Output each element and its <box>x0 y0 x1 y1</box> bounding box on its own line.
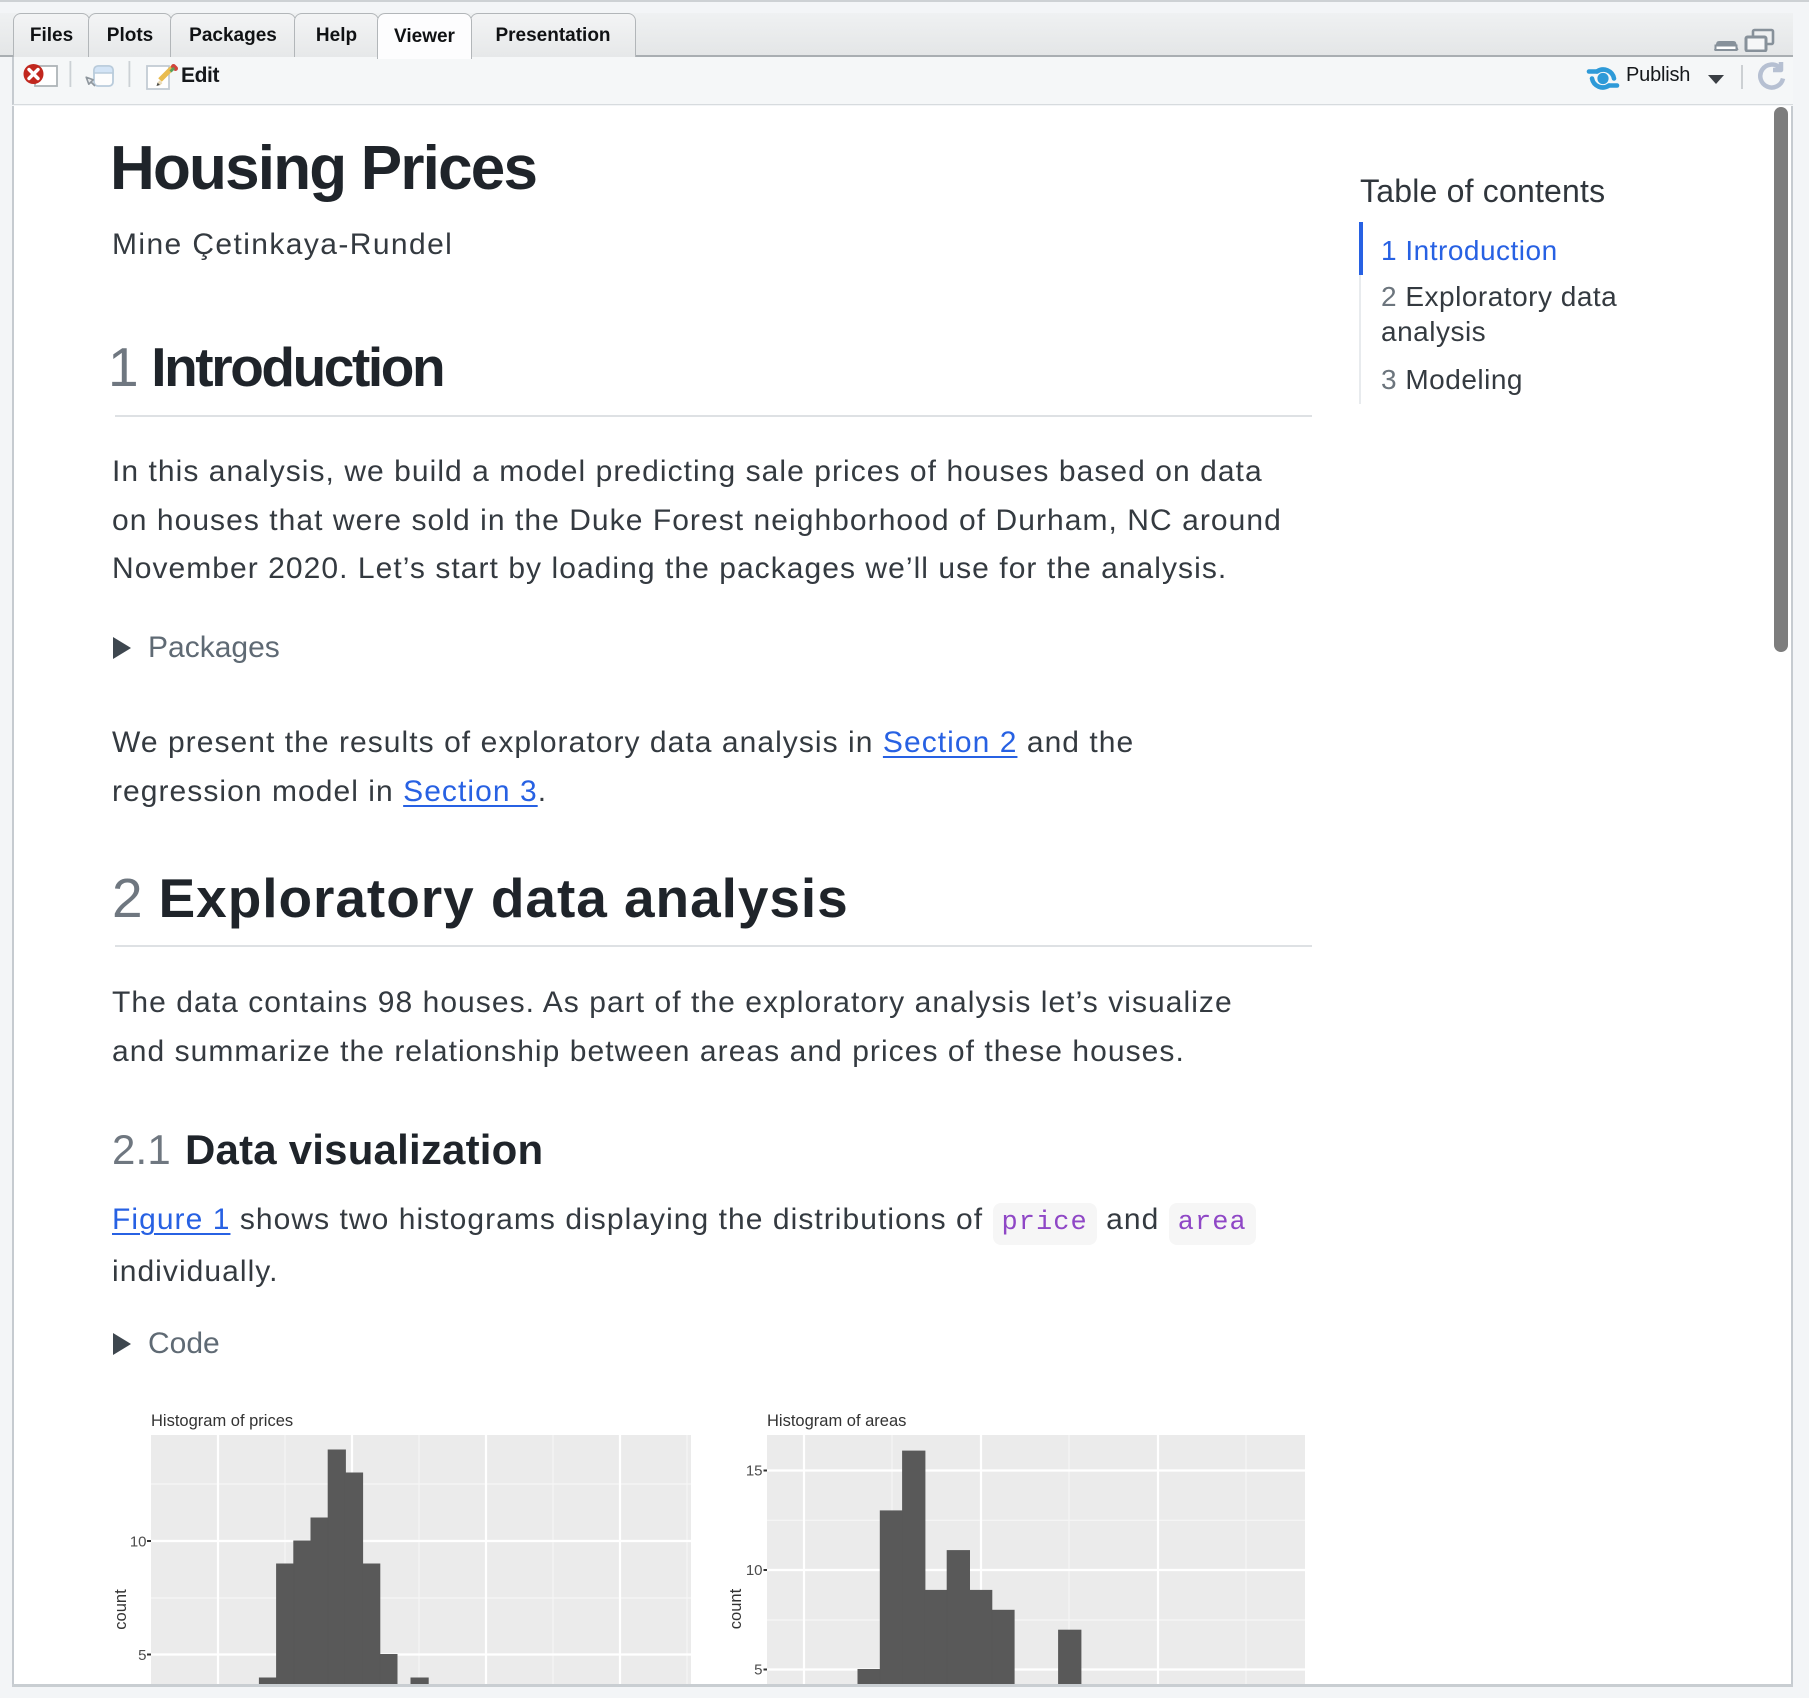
svg-text:5: 5 <box>754 1662 762 1679</box>
svg-text:count: count <box>727 1588 745 1629</box>
svg-text:10: 10 <box>130 1534 147 1551</box>
svg-text:count: count <box>112 1589 130 1630</box>
svg-text:5: 5 <box>138 1647 146 1664</box>
svg-text:Histogram of prices: Histogram of prices <box>151 1412 293 1430</box>
svg-text:15: 15 <box>746 1463 763 1480</box>
svg-text:Histogram of areas: Histogram of areas <box>767 1412 906 1430</box>
svg-text:10: 10 <box>746 1562 763 1579</box>
